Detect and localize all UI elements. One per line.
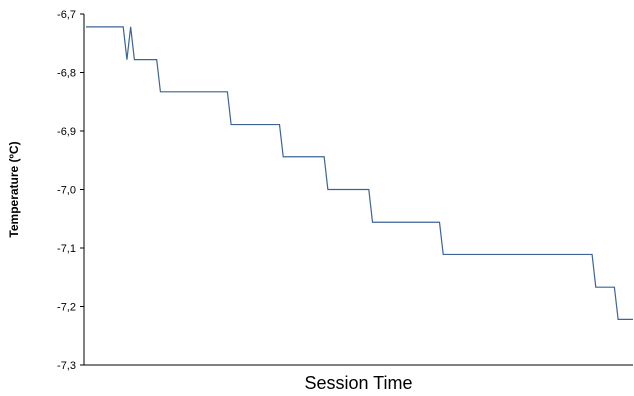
y-tick-label: -6,8 (57, 68, 76, 80)
temperature-series-line (86, 26, 633, 320)
y-axis-ticks: -6,7 -6,8 -6,9 -7,0 -7,1 -7,2 -7,3 (57, 9, 84, 372)
y-axis-title: Temperature (ºC) (7, 141, 21, 237)
y-tick-label: -7,1 (57, 243, 76, 255)
y-tick-label: -7,2 (57, 302, 76, 314)
y-tick-label: -7,0 (57, 185, 76, 197)
y-tick-label: -6,9 (57, 126, 76, 138)
y-tick-label: -7,3 (57, 360, 76, 372)
y-tick-label: -6,7 (57, 9, 76, 21)
x-axis-title: Session Time (304, 373, 412, 393)
